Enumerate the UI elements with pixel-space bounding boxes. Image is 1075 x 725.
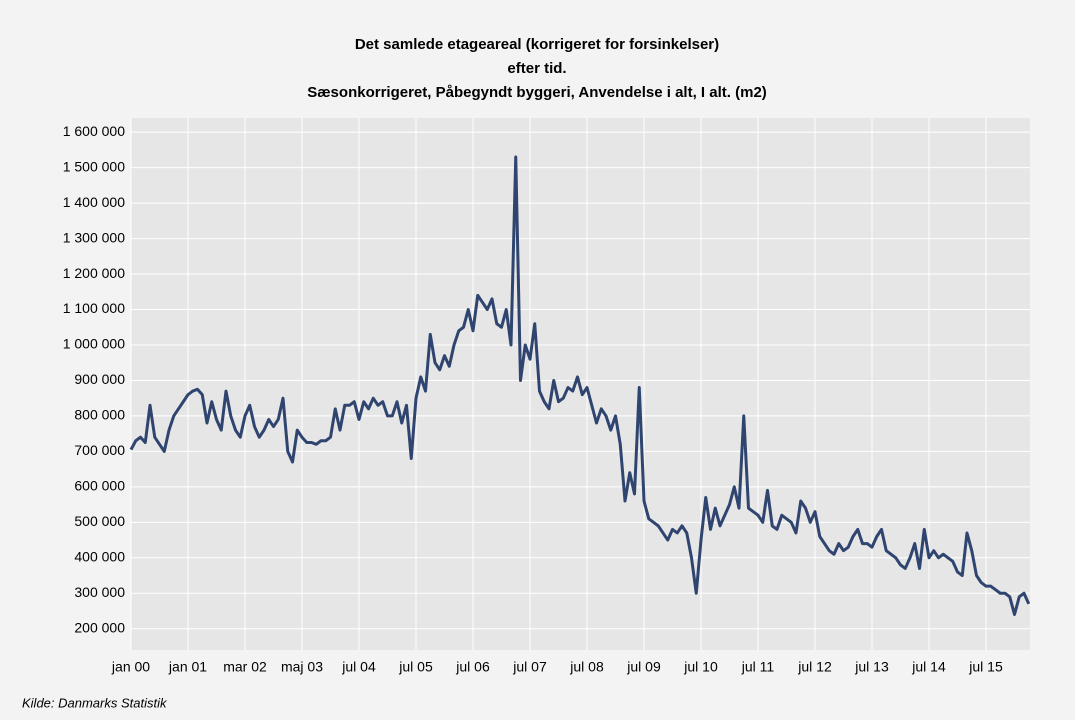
x-tick-label: jan 01 [168,659,207,675]
y-tick-label: 700 000 [74,442,125,458]
x-tick-label: jul 14 [911,659,946,675]
y-tick-label: 1 600 000 [63,123,125,139]
x-tick-label: jul 15 [968,659,1003,675]
x-tick-label: jul 05 [398,659,433,675]
y-tick-label: 1 300 000 [63,229,125,245]
y-tick-label: 1 500 000 [63,158,125,174]
y-tick-label: 900 000 [74,371,125,387]
x-tick-label: jul 12 [797,659,832,675]
x-tick-label: jan 00 [111,659,150,675]
x-tick-label: jul 07 [512,659,547,675]
y-tick-label: 300 000 [74,584,125,600]
y-tick-label: 1 100 000 [63,300,125,316]
y-tick-label: 500 000 [74,513,125,529]
x-tick-label: jul 11 [741,659,775,675]
x-tick-label: mar 02 [223,659,267,675]
y-tick-label: 1 400 000 [63,194,125,210]
x-tick-label: maj 03 [281,659,323,675]
y-tick-label: 1 000 000 [63,336,125,352]
data-line [129,155,1031,617]
chart-title: Det samlede etageareal (korrigeret for f… [355,36,719,53]
chart-title: efter tid. [507,60,566,77]
chart-title: Sæsonkorrigeret, Påbegyndt byggeri, Anve… [307,84,767,101]
source-note: Kilde: Danmarks Statistik [22,695,168,710]
x-tick-label: jul 09 [626,659,661,675]
x-tick-label: jul 13 [854,659,889,675]
x-tick-label: jul 08 [569,659,604,675]
y-tick-label: 1 200 000 [63,265,125,281]
y-tick-label: 400 000 [74,548,125,564]
x-tick-label: jul 06 [455,659,490,675]
y-tick-label: 600 000 [74,478,125,494]
x-tick-label: jul 10 [683,659,718,675]
y-tick-label: 200 000 [74,619,125,635]
y-tick-label: 800 000 [74,407,125,423]
x-tick-label: jul 04 [341,659,376,675]
